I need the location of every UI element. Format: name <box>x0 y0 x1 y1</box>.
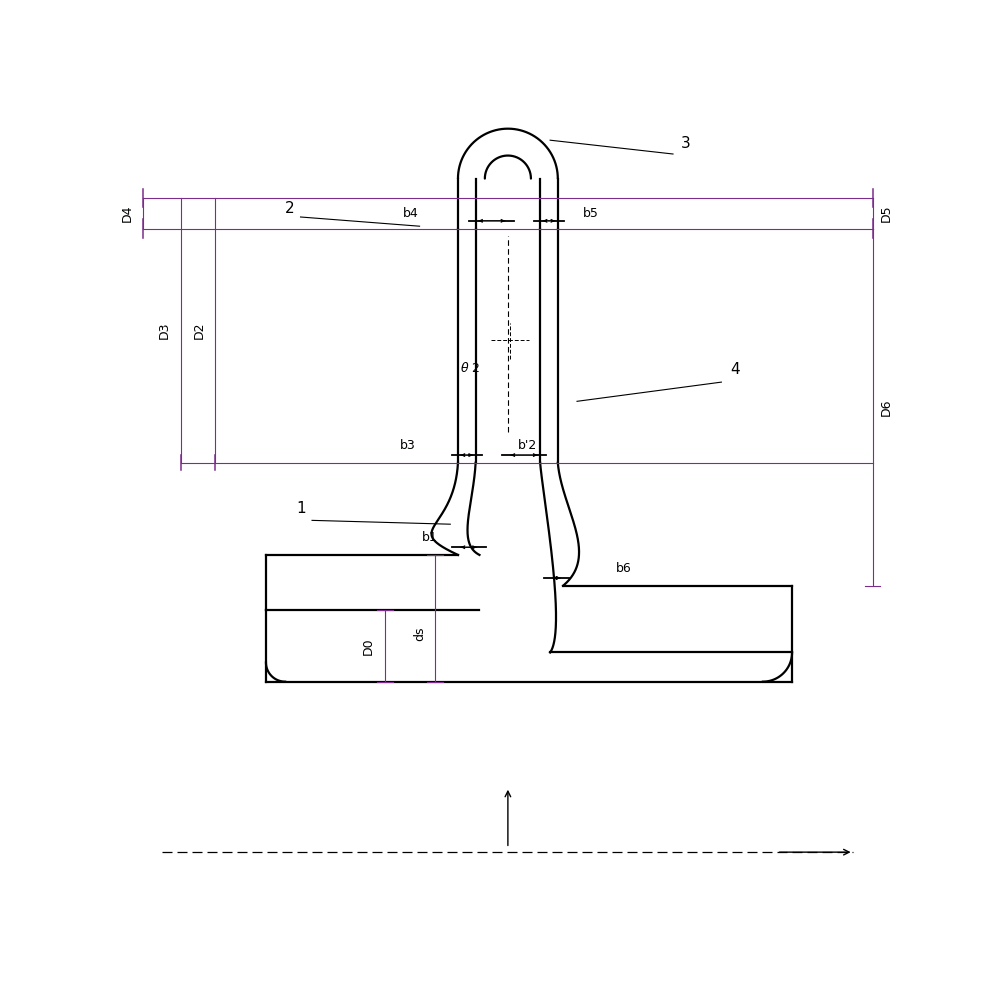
Text: D5: D5 <box>880 204 893 222</box>
Text: D0: D0 <box>362 637 375 655</box>
Text: D6: D6 <box>880 398 893 416</box>
Text: 4: 4 <box>730 362 740 377</box>
Text: b3: b3 <box>400 439 416 452</box>
Text: 1: 1 <box>296 501 306 516</box>
Text: $\theta$ 2: $\theta$ 2 <box>460 361 481 375</box>
Text: D2: D2 <box>192 322 206 339</box>
Text: b4: b4 <box>402 207 418 220</box>
Text: ds: ds <box>413 626 426 641</box>
Text: b5: b5 <box>583 207 599 220</box>
Text: D4: D4 <box>121 204 134 222</box>
Text: b1: b1 <box>422 531 438 544</box>
Text: D3: D3 <box>159 322 171 339</box>
Text: 2: 2 <box>285 201 294 216</box>
Text: b'2: b'2 <box>518 439 537 452</box>
Text: b6: b6 <box>615 562 631 575</box>
Text: 3: 3 <box>681 136 691 151</box>
